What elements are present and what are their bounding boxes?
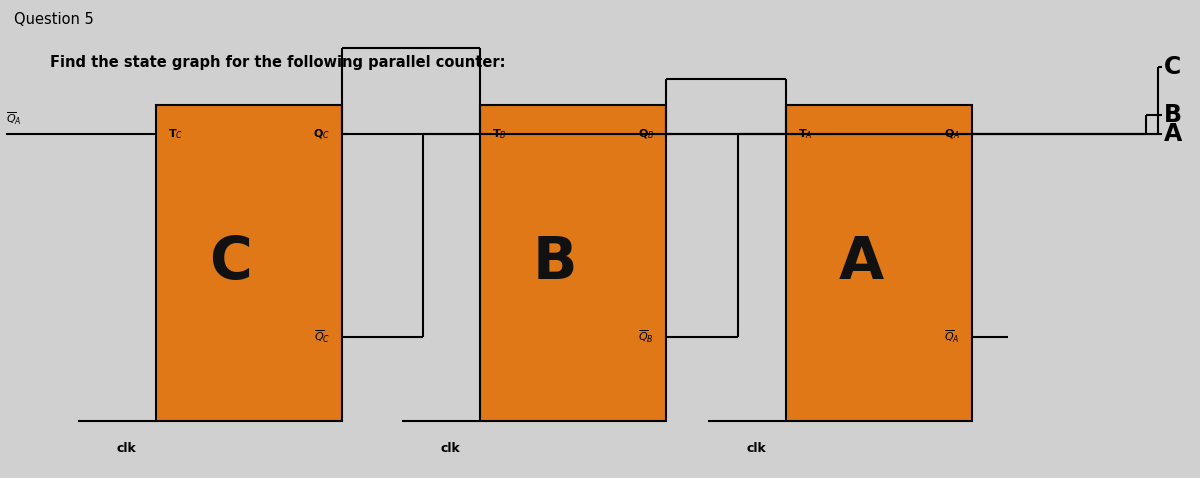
Text: clk: clk xyxy=(746,442,766,455)
Bar xyxy=(156,105,342,421)
Text: $\overline{Q}_A$: $\overline{Q}_A$ xyxy=(944,329,960,345)
Text: A: A xyxy=(839,234,883,292)
Text: T$_A$: T$_A$ xyxy=(798,127,812,141)
Text: Q$_B$: Q$_B$ xyxy=(637,127,654,141)
Text: B: B xyxy=(533,234,577,292)
Bar xyxy=(786,105,972,421)
Text: A: A xyxy=(1164,122,1182,146)
Text: $\overline{Q}_B$: $\overline{Q}_B$ xyxy=(638,329,654,345)
Text: Question 5: Question 5 xyxy=(14,12,94,27)
Text: $\overline{Q}_C$: $\overline{Q}_C$ xyxy=(313,329,330,345)
Text: Q$_A$: Q$_A$ xyxy=(943,127,960,141)
Text: B: B xyxy=(1164,103,1182,127)
Bar xyxy=(480,105,666,421)
Text: T$_B$: T$_B$ xyxy=(492,127,506,141)
Text: C: C xyxy=(1164,55,1181,79)
Text: Q$_C$: Q$_C$ xyxy=(313,127,330,141)
Text: clk: clk xyxy=(440,442,460,455)
Text: Find the state graph for the following parallel counter:: Find the state graph for the following p… xyxy=(50,55,506,70)
Text: T$_C$: T$_C$ xyxy=(168,127,184,141)
Text: clk: clk xyxy=(116,442,136,455)
Text: $\overline{Q}_A$: $\overline{Q}_A$ xyxy=(6,110,22,127)
Text: C: C xyxy=(210,234,252,292)
